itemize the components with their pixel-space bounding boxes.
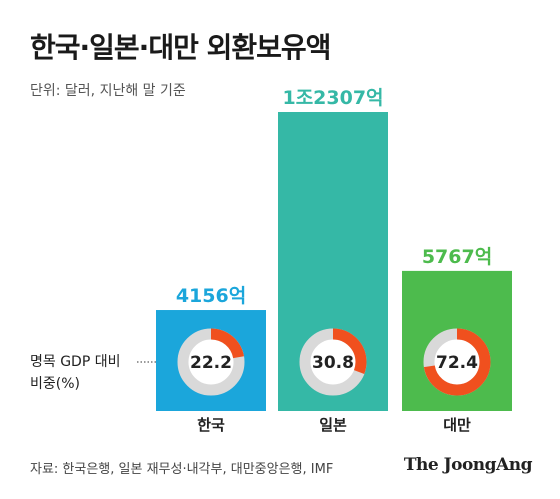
category-label-korea: 한국 — [197, 416, 225, 434]
source-note: 자료: 한국은행, 일본 재무성·내각부, 대만중앙은행, IMF — [30, 462, 334, 477]
gdp-ring-fill-japan — [299, 328, 367, 396]
category-label-japan: 일본 — [319, 416, 347, 434]
chart-title: 한국·일본·대만 외환보유액 — [30, 31, 331, 64]
gdp-ratio-value-korea: 22.2 — [190, 353, 232, 373]
gdp-ring-fill-taiwan — [423, 328, 491, 396]
unit-note: 단위: 달러, 지난해 말 기준 — [30, 83, 186, 99]
bar-value-label-taiwan: 5767억 — [422, 246, 492, 268]
gdp-ratio-value-taiwan: 72.4 — [436, 353, 478, 373]
gdp-ratio-label: 명목 GDP 대비 비중(%) — [30, 351, 121, 395]
bar-value-label-japan: 1조2307억 — [282, 87, 383, 109]
publisher-logo: The JoongAng — [403, 455, 533, 475]
category-label-taiwan: 대만 — [443, 416, 471, 434]
gdp-ratio-label-line2: 비중(%) — [30, 376, 80, 392]
gdp-ratio-label-line1: 명목 GDP 대비 — [30, 354, 121, 370]
gdp-ring-fill-korea — [177, 328, 245, 396]
gdp-ratio-value-japan: 30.8 — [312, 353, 354, 373]
bar-value-label-korea: 4156억 — [176, 285, 246, 307]
